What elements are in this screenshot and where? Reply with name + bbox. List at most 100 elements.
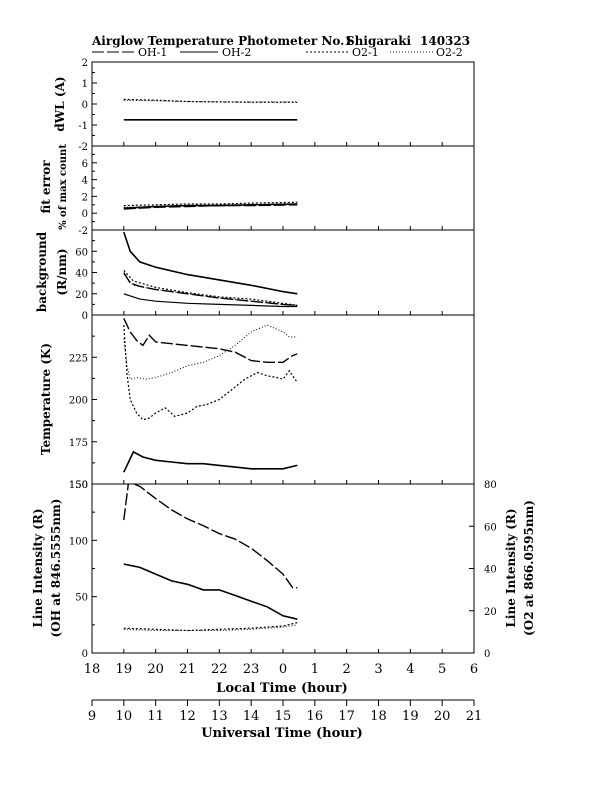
panel-frame (91, 61, 475, 147)
y-right-axis-sublabel: (O2 at 866.0595nm) (522, 500, 536, 636)
series-o2-2 (123, 274, 298, 306)
y-right-tick-label: 0 (484, 649, 490, 660)
y-tick-label: -1 (78, 121, 88, 132)
ut-tick-label: 11 (147, 709, 164, 724)
y-tick-label: 1 (82, 79, 88, 90)
series-oh-2 (123, 450, 298, 473)
series-oh-2 (123, 231, 298, 295)
panel-frame (91, 229, 475, 316)
local-tick-label: 3 (374, 662, 382, 677)
local-tick-label: 18 (84, 662, 101, 677)
y-tick-label: 60 (75, 247, 88, 258)
local-time-label: Local Time (hour) (216, 681, 348, 696)
ut-tick-label: 20 (434, 709, 451, 724)
panel-bg: 0 20 40 60 background (R/nm) (35, 229, 475, 322)
panel-frame (91, 483, 475, 654)
ut-tick-label: 16 (307, 709, 324, 724)
series-o2-1 (123, 622, 298, 632)
panel-frame (91, 145, 475, 231)
local-tick-label: 21 (179, 662, 196, 677)
universal-time-label: Universal Time (hour) (201, 726, 363, 741)
series-o2-2 (123, 624, 298, 631)
local-tick-label: 19 (116, 662, 133, 677)
series-oh-2b (123, 293, 298, 308)
y-tick-label: 0 (82, 311, 88, 322)
y-right-tick-label: 80 (484, 480, 497, 491)
ut-tick-label: 14 (243, 709, 260, 724)
y-axis-sublabel: (OH at 846.5555nm) (49, 499, 63, 638)
series-o2-2 (123, 324, 298, 380)
legend-label-oh-1: OH-1 (138, 46, 167, 59)
series-o2-1 (123, 325, 298, 421)
y-tick-label: 0 (82, 100, 88, 111)
y-right-axis-label: Line Intensity (R) (504, 508, 518, 627)
local-time-axis: 18 19 20 21 22 23 0 1 2 3 4 5 6 (84, 662, 478, 677)
ut-tick-label: 13 (211, 709, 228, 724)
y-tick-label: -2 (78, 226, 88, 237)
legend-label-o2-2: O2-2 (436, 46, 463, 59)
y-tick-label: 225 (69, 353, 88, 364)
y-axis-label: Line Intensity (R) (31, 508, 45, 627)
y-right-tick-label: 20 (484, 607, 497, 618)
y-tick-label: 0 (82, 209, 88, 220)
y-tick-label: 0 (82, 649, 88, 660)
y-tick-label: 150 (69, 480, 88, 491)
local-tick-label: 6 (470, 662, 478, 677)
y-tick-label: 100 (69, 536, 88, 547)
y-tick-label: 200 (69, 396, 88, 407)
legend-label-o2-1: O2-1 (352, 46, 379, 59)
series-oh-1 (123, 318, 298, 363)
local-tick-label: 22 (211, 662, 228, 677)
universal-time-axis: 9 10 11 12 13 14 15 16 17 18 19 20 21 (88, 699, 483, 724)
y-tick-label: 4 (82, 176, 88, 187)
panels: -2 -1 0 1 2 dWL (A) -2 0 2 4 6 fit error % of max co… (31, 58, 536, 660)
local-tick-label: 1 (311, 662, 319, 677)
y-axis-label: dWL (A) (53, 76, 67, 131)
local-tick-label: 5 (438, 662, 446, 677)
ut-tick-label: 21 (466, 709, 483, 724)
panel-dwl: -2 -1 0 1 2 dWL (A) (53, 58, 475, 153)
ut-tick-label: 12 (179, 709, 196, 724)
local-tick-label: 2 (343, 662, 351, 677)
ut-tick-label: 18 (370, 709, 387, 724)
ut-tick-label: 17 (338, 709, 355, 724)
y-right-tick-label: 40 (484, 565, 497, 576)
local-tick-label: 20 (147, 662, 164, 677)
panel-temp: 150 175 200 225 Temperature (K) (39, 314, 475, 491)
local-tick-label: 23 (243, 662, 260, 677)
y-tick-label: 2 (82, 58, 88, 69)
chart-title: Airglow Temperature Photometer No.1 (91, 34, 353, 48)
y-axis-sublabel: (R/nm) (55, 248, 69, 295)
y-axis-label: Temperature (K) (39, 343, 53, 455)
y-tick-label: 175 (69, 438, 88, 449)
ut-tick-label: 19 (402, 709, 419, 724)
y-axis-sublabel: % of max count (58, 144, 69, 230)
local-tick-label: 0 (279, 662, 287, 677)
series-o2-2 (123, 203, 298, 208)
y-tick-label: 20 (75, 290, 88, 301)
y-tick-label: 50 (75, 593, 88, 604)
panel-fit: -2 0 2 4 6 fit error % of max count (39, 144, 475, 237)
y-tick-label: 150 (69, 480, 88, 491)
y-right-tick-label: 60 (484, 522, 497, 533)
y-tick-label: 6 (82, 159, 88, 170)
y-axis-label: background (35, 231, 49, 312)
ut-tick-label: 15 (275, 709, 292, 724)
y-tick-label: -2 (78, 142, 88, 153)
local-tick-label: 4 (406, 662, 414, 677)
y-tick-label: 2 (82, 192, 88, 203)
ut-tick-label: 10 (116, 709, 133, 724)
legend-label-oh-2: OH-2 (222, 46, 251, 59)
y-axis-label: fit error (39, 160, 53, 214)
date-code: 140323 (420, 34, 470, 48)
series-oh-1 (123, 484, 298, 589)
series-oh-2 (123, 563, 298, 620)
legend: OH-1 OH-2 O2-1 O2-2 (92, 46, 463, 59)
panel-int: 0 50 100 150 0 20 40 60 80 Line Intensity (R) (O2 … (31, 480, 536, 660)
series-o2-2 (123, 99, 298, 103)
y-tick-label: 40 (75, 269, 88, 280)
series-o2-1 (123, 269, 298, 306)
station-name: Shigaraki (346, 34, 412, 48)
ut-tick-label: 9 (88, 709, 96, 724)
